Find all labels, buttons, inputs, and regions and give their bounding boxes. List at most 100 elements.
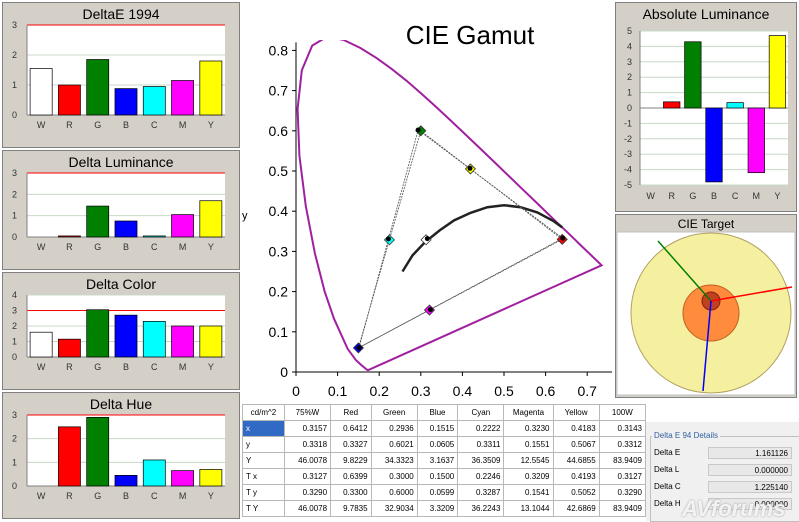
bar-chart-delta-color: 0 1 2 3 4 W R G B C M Y bbox=[12, 290, 225, 372]
panel-delta-hue: Delta Hue 0 1 2 3 W R G B C M Y bbox=[2, 392, 240, 519]
cie-gamut-chart: 0 0.1 0.2 0.3 0.4 0.5 0.6 0.7 0.8 0 0.1 0.2 0.3 0.4 0.… bbox=[242, 40, 612, 399]
y-tick-label: 3 bbox=[12, 168, 17, 178]
y-tick-label: 2 bbox=[12, 189, 17, 199]
x-tick-label: G bbox=[689, 191, 696, 201]
y-tick-label: 3 bbox=[12, 306, 17, 316]
row-label[interactable]: y bbox=[242, 436, 285, 453]
delta-h-label: Delta H bbox=[654, 499, 681, 508]
table-cell: 0.4183 bbox=[552, 420, 600, 437]
table-row[interactable]: T y 0.3290 0.3300 0.6000 0.0599 0.3287 0.1541 0… bbox=[242, 484, 647, 501]
column-header: 75%W bbox=[283, 404, 332, 421]
bar-G bbox=[684, 41, 702, 109]
table-cell: 32.9034 bbox=[370, 500, 418, 517]
y-tick-label: 0 bbox=[12, 232, 17, 242]
table-row[interactable]: T Y 46.0078 9.7835 32.9034 3.3209 36.2243 13.1… bbox=[242, 500, 647, 517]
bar-chart-delta-luminance: 0 1 2 3 W R G B C M Y bbox=[12, 168, 225, 252]
x-tick-label: G bbox=[94, 120, 101, 130]
spectral-locus bbox=[296, 40, 604, 372]
table-cell: 0.3300 bbox=[330, 484, 372, 501]
y-tick-label: -1 bbox=[624, 118, 632, 128]
y-tick-label: 0.8 bbox=[269, 42, 289, 58]
table-row[interactable]: T x 0.3127 0.6399 0.3000 0.1500 0.2246 0.3209 0… bbox=[242, 468, 647, 485]
bar-B bbox=[114, 220, 138, 238]
x-tick-label: W bbox=[37, 242, 46, 252]
x-tick-label: B bbox=[123, 242, 129, 252]
bar-B bbox=[705, 107, 723, 183]
delta-l-label: Delta L bbox=[654, 465, 680, 474]
bar-Y bbox=[199, 60, 223, 116]
table-cell: 3.3209 bbox=[416, 500, 459, 517]
panel-delta-color: Delta Color 0 1 2 3 4 W R G B C M Y bbox=[2, 272, 240, 390]
delta-e-value: 1.161126 bbox=[708, 447, 792, 459]
panel-cie-target: CIE Target bbox=[615, 214, 797, 398]
measured-point-W bbox=[424, 236, 430, 242]
bar-W bbox=[29, 68, 53, 116]
delta-c-label: Delta C bbox=[654, 482, 681, 491]
bar-M bbox=[171, 214, 194, 238]
measured-point-G bbox=[415, 127, 421, 133]
bar-C bbox=[142, 459, 166, 487]
avforums-watermark: AVforums bbox=[682, 496, 786, 521]
target-vector-red bbox=[710, 286, 793, 302]
delta-e-label: Delta E bbox=[654, 448, 681, 457]
x-tick-label: Y bbox=[208, 242, 214, 252]
table-cell: 0.5052 bbox=[552, 484, 600, 501]
y-tick-label: 5 bbox=[627, 26, 632, 36]
measured-gamut-triangle bbox=[358, 129, 564, 349]
table-cell: 0.0605 bbox=[416, 436, 459, 453]
x-tick-label: R bbox=[66, 120, 73, 130]
x-tick-label: 0.5 bbox=[494, 383, 514, 399]
target-vector-green bbox=[657, 240, 712, 302]
table-row[interactable]: y 0.3318 0.3327 0.6021 0.0605 0.3311 0.1551 0.5… bbox=[242, 436, 647, 453]
bar-C bbox=[142, 235, 166, 238]
column-header: cd/m^2 bbox=[242, 404, 285, 421]
y-tick-label: 2 bbox=[12, 434, 17, 444]
x-tick-label: C bbox=[151, 242, 158, 252]
bar-M bbox=[171, 80, 194, 116]
table-cell: 0.3209 bbox=[503, 468, 554, 485]
table-cell: 0.3143 bbox=[598, 420, 647, 437]
table-cell: 0.2936 bbox=[370, 420, 418, 437]
measurement-table: cd/m^2 75%W Red Green Blue Cyan Magenta Yellow 1… bbox=[242, 404, 647, 517]
table-cell: 0.3327 bbox=[330, 436, 372, 453]
table-row[interactable]: x 0.3157 0.6412 0.2936 0.1515 0.2222 0.3230 0.4… bbox=[242, 420, 647, 437]
table-cell: 0.2246 bbox=[457, 468, 505, 485]
row-label[interactable]: Y bbox=[242, 452, 285, 469]
row-label[interactable]: x bbox=[242, 420, 285, 437]
row-label[interactable]: T y bbox=[242, 484, 285, 501]
y-tick-label: 0.4 bbox=[269, 203, 289, 219]
table-cell: 0.2222 bbox=[457, 420, 505, 437]
row-label[interactable]: T Y bbox=[242, 500, 285, 517]
x-tick-label: W bbox=[37, 362, 46, 372]
x-tick-label: G bbox=[94, 242, 101, 252]
panel-absolute-luminance: Absolute Luminance 5 4 3 2 1 0 -1 -2 -3 -4 -5 W R G B C… bbox=[615, 2, 797, 212]
row-label[interactable]: T x bbox=[242, 468, 285, 485]
table-cell: 0.3311 bbox=[457, 436, 505, 453]
column-header: Magenta bbox=[503, 404, 554, 421]
panel-title: Delta Color bbox=[85, 276, 157, 292]
x-tick-label: W bbox=[37, 491, 46, 501]
x-tick-label: R bbox=[66, 491, 73, 501]
cie-target-chart bbox=[616, 231, 796, 396]
x-tick-label: G bbox=[94, 362, 101, 372]
y-tick-label: 0 bbox=[12, 481, 17, 491]
y-tick-label: 0.6 bbox=[269, 123, 289, 139]
bar-chart-deltae-1994: 0 1 2 3 W R G B C M Y bbox=[12, 20, 225, 130]
x-tick-label: Y bbox=[774, 191, 780, 201]
x-tick-label: R bbox=[66, 362, 73, 372]
y-tick-label: 0 bbox=[12, 352, 17, 362]
y-tick-label: -3 bbox=[624, 149, 632, 159]
y-tick-label: 0 bbox=[627, 103, 632, 113]
table-row[interactable]: Y 46.0078 9.8229 34.3323 3.1637 36.3509 12.554… bbox=[242, 452, 647, 469]
column-header: Blue bbox=[416, 404, 459, 421]
y-tick-label: 2 bbox=[627, 72, 632, 82]
y-tick-label: 1 bbox=[12, 80, 17, 90]
bar-R bbox=[58, 235, 81, 238]
x-tick-label: R bbox=[66, 242, 73, 252]
y-tick-label: 3 bbox=[627, 57, 632, 67]
x-tick-label: C bbox=[151, 362, 158, 372]
bar-M bbox=[171, 470, 194, 487]
measured-point-B bbox=[356, 345, 362, 351]
bar-R bbox=[58, 338, 81, 358]
bar-G bbox=[86, 205, 110, 238]
